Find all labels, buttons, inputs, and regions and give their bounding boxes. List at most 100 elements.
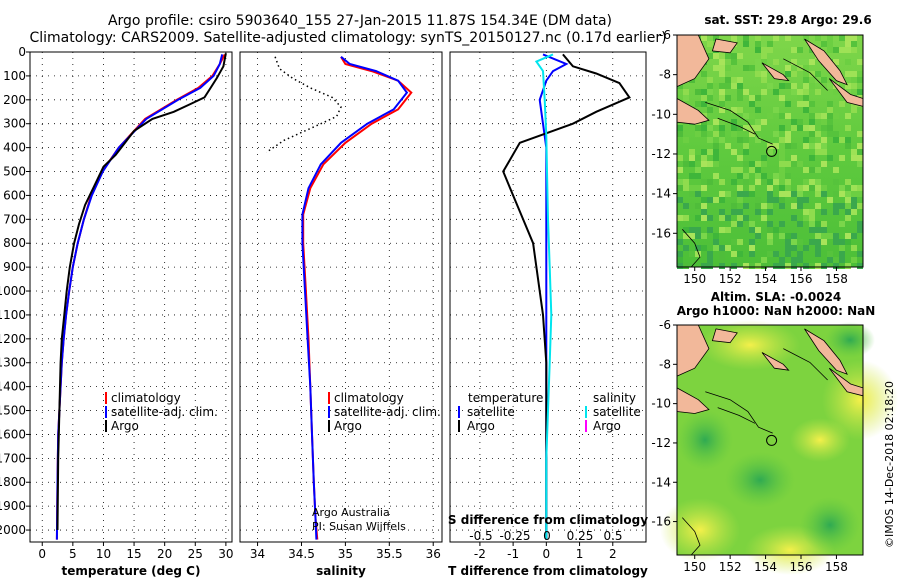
sst-pixel [749,167,755,173]
sst-pixel [845,263,851,269]
sst-pixel [767,185,773,191]
sst-pixel [815,137,821,143]
sst-pixel [803,77,809,83]
sst-pixel [725,143,731,149]
lon-tick-label: 156 [790,560,813,574]
temperature-panel: 0100200300400500600700800900100011001200… [0,45,234,578]
sst-pixel [707,77,713,83]
sst-pixel [755,137,761,143]
sst-pixel [839,263,845,269]
sst-pixel [791,233,797,239]
sst-pixel [767,41,773,47]
sst-pixel [845,137,851,143]
sst-pixel [737,95,743,101]
sst-pixel [767,227,773,233]
sst-pixel [857,59,863,65]
sst-pixel [809,221,815,227]
sst-pixel [839,221,845,227]
sst-pixel [731,221,737,227]
sst-pixel [809,239,815,245]
salinity-lines [265,56,413,540]
sst-pixel [779,173,785,179]
sst-pixel [767,233,773,239]
sst-pixel [857,263,863,269]
sst-pixel [701,125,707,131]
sst-pixel [761,59,767,65]
sst-pixel [683,263,689,269]
land-mass [711,328,738,344]
sst-pixel [731,149,737,155]
sst-pixel [695,131,701,137]
sst-pixel [695,233,701,239]
sst-pixel [719,215,725,221]
x-tick-label: 20 [157,547,172,561]
sst-pixel [833,89,839,95]
sst-pixel [719,263,725,269]
sst-pixel [833,131,839,137]
sst-pixel [857,77,863,83]
sst-pixel [785,191,791,197]
sst-pixel [815,233,821,239]
legend-climatology: climatology [111,391,181,405]
difference-grid [450,51,646,542]
sst-pixel [857,191,863,197]
sst-pixel [701,185,707,191]
sst-pixel [797,161,803,167]
land-mass [804,38,848,86]
float-position-marker [766,434,778,446]
sst-pixel [761,263,767,269]
credit-pi: PI: Susan Wijffels [312,520,406,533]
reef-outline [717,117,756,135]
sst-pixel [737,89,743,95]
sst-pixel [851,209,857,215]
sst-pixel [731,191,737,197]
sst-pixel [851,191,857,197]
sst-pixel [809,113,815,119]
imos-watermark: ©IMOS 14-Dec-2018 02:18:20 [883,381,896,548]
s-diff-tick: -0.5 [469,529,492,543]
sst-pixel [851,203,857,209]
sst-pixel [737,155,743,161]
sst-pixel [815,203,821,209]
sst-pixel [743,113,749,119]
sst-pixel [737,35,743,41]
sst-pixel [731,179,737,185]
sst-pixel [845,185,851,191]
sst-pixel [761,161,767,167]
sst-pixel [821,185,827,191]
lat-tick-label: -10 [651,107,671,121]
sst-pixel [821,125,827,131]
sst-pixel [779,191,785,197]
pressure-tick-label: 1100 [0,308,26,322]
sst-pixel [851,35,857,41]
sst-pixel [821,263,827,269]
pressure-tick-label: 1600 [0,427,26,441]
sst-pixel [815,245,821,251]
sst-pixel [791,245,797,251]
sst-pixel [743,35,749,41]
sst-pixel [743,179,749,185]
sst-pixel [761,47,767,53]
sst-pixel [821,113,827,119]
lat-tick-label: -16 [651,226,671,240]
sst-pixel [761,179,767,185]
sla-map: Altim. SLA: -0.0024 Argo h1000: NaN h200… [651,290,898,575]
sst-pixel [677,131,683,137]
sst-pixel [707,227,713,233]
lat-tick-label: -10 [651,397,671,411]
sst-pixel [845,89,851,95]
sst-pixel [737,209,743,215]
sla-map-frame [676,324,864,556]
sst-pixel [707,263,713,269]
pressure-tick-label: 900 [3,260,26,274]
sst-pixel [803,83,809,89]
sst-pixel [809,179,815,185]
sst-pixel [827,119,833,125]
sst-pixel [707,251,713,257]
sst-pixel [797,251,803,257]
sst-pixel [719,251,725,257]
sst-pixel [815,77,821,83]
sst-pixel [713,53,719,59]
sst-pixel [761,53,767,59]
sst-pixel [839,251,845,257]
